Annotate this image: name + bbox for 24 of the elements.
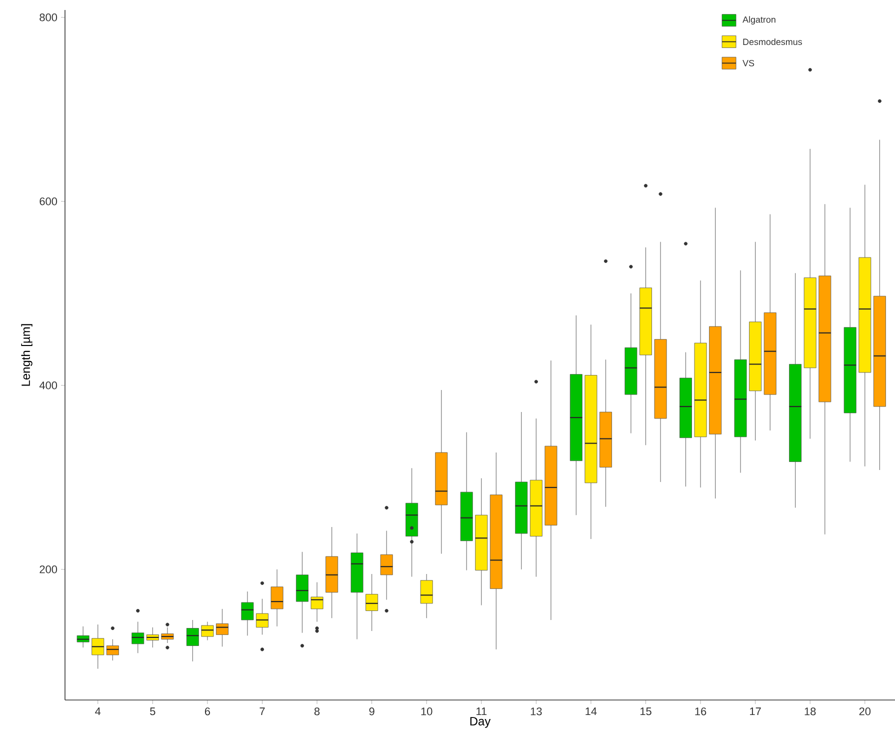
y-tick-label: 600 [40, 197, 58, 206]
x-tick-label: 7 [260, 708, 265, 716]
legend-label: Desmodesmus [743, 38, 802, 46]
x-tick-label: 15 [640, 708, 652, 716]
x-tick-label: 10 [421, 708, 432, 716]
x-tick-label: 9 [369, 708, 374, 716]
x-tick-label: 4 [95, 708, 101, 716]
x-tick-label: 17 [750, 708, 761, 716]
legend-label: VS [742, 60, 754, 66]
y-tick-label: 200 [40, 565, 58, 574]
y-tick-label: 400 [39, 381, 58, 390]
x-tick-label: 5 [150, 708, 156, 716]
x-tick-label: 20 [859, 708, 871, 716]
legend-label: Algatron [742, 16, 776, 25]
x-tick-label: 11 [476, 708, 487, 716]
y-tick-label: 800 [40, 13, 58, 22]
x-tick-label: 16 [695, 708, 706, 716]
y-axis-title: Length [µm] [21, 324, 32, 386]
x-tick-label: 18 [804, 708, 816, 716]
x-tick-label: 6 [204, 708, 210, 716]
x-tick-label: 14 [586, 708, 597, 716]
x-tick-label: 8 [314, 708, 320, 716]
x-tick-label: 13 [530, 708, 542, 716]
x-axis-title: Day [470, 717, 491, 728]
